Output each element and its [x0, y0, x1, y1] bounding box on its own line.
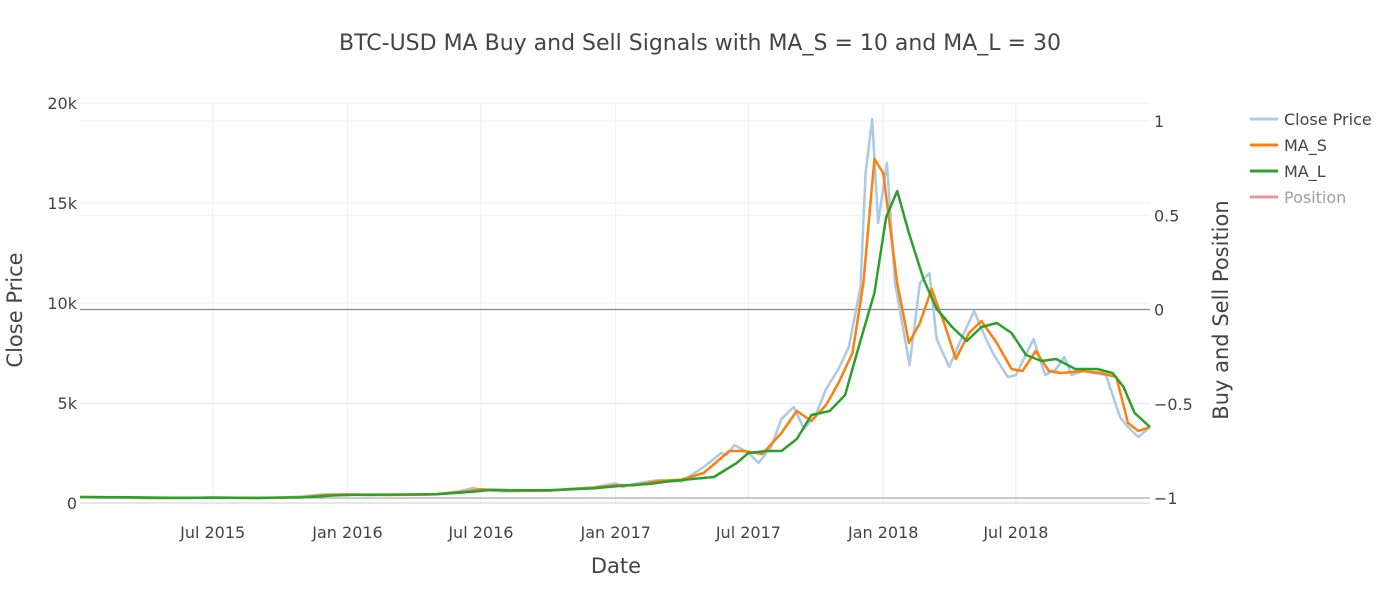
legend-item-ma-l[interactable]: MA_L [1250, 162, 1326, 182]
y2-tick-label: 1 [1154, 112, 1164, 131]
x-tick-label: Jul 2015 [179, 523, 245, 542]
y-tick-label: 15k [47, 194, 77, 213]
x-tick-label: Jul 2018 [982, 523, 1048, 542]
y-tick-label: 20k [47, 94, 77, 113]
ma-s-line[interactable] [79, 157, 1151, 500]
y2-axis-ticks: −1 −0.5 0 0.5 1 [1154, 112, 1193, 508]
grid-layer [80, 102, 1150, 503]
chart-title: BTC-USD MA Buy and Sell Signals with MA_… [339, 31, 1061, 56]
legend-label-ma-l: MA_L [1284, 162, 1326, 182]
legend[interactable]: Close Price MA_S MA_L Position [1250, 110, 1372, 207]
ma-l-line[interactable] [79, 189, 1151, 500]
legend-item-position[interactable]: Position [1250, 188, 1346, 207]
y2-tick-label: −1 [1154, 489, 1178, 508]
x-tick-label: Jan 2017 [579, 523, 650, 542]
y2-tick-label: −0.5 [1154, 395, 1193, 414]
x-tick-label: Jul 2016 [447, 523, 513, 542]
zero-lines [80, 308, 1150, 504]
y-tick-label: 10k [47, 294, 77, 313]
y2-tick-label: 0 [1154, 301, 1164, 320]
legend-item-close-price[interactable]: Close Price [1250, 110, 1372, 129]
x-tick-label: Jan 2016 [311, 523, 382, 542]
y2-tick-label: 0.5 [1154, 206, 1179, 225]
y-axis-ticks: 0 5k 10k 15k 20k [47, 94, 77, 513]
y-tick-label: 0 [67, 494, 77, 513]
y-axis-title: Close Price [3, 252, 27, 367]
x-axis-title: Date [591, 554, 641, 578]
legend-label-ma-s: MA_S [1284, 136, 1327, 156]
legend-label-close-price: Close Price [1284, 110, 1372, 129]
y2-axis-title: Buy and Sell Position [1209, 200, 1233, 419]
legend-item-ma-s[interactable]: MA_S [1250, 136, 1327, 156]
x-tick-label: Jan 2018 [847, 523, 918, 542]
x-axis-ticks: Jul 2015 Jan 2016 Jul 2016 Jan 2017 Jul 2017… [179, 523, 1048, 542]
legend-label-position: Position [1284, 188, 1346, 207]
series-layer[interactable] [79, 117, 1151, 500]
close-price-line[interactable] [79, 117, 1151, 500]
y-tick-label: 5k [58, 394, 78, 413]
x-tick-label: Jul 2017 [715, 523, 781, 542]
